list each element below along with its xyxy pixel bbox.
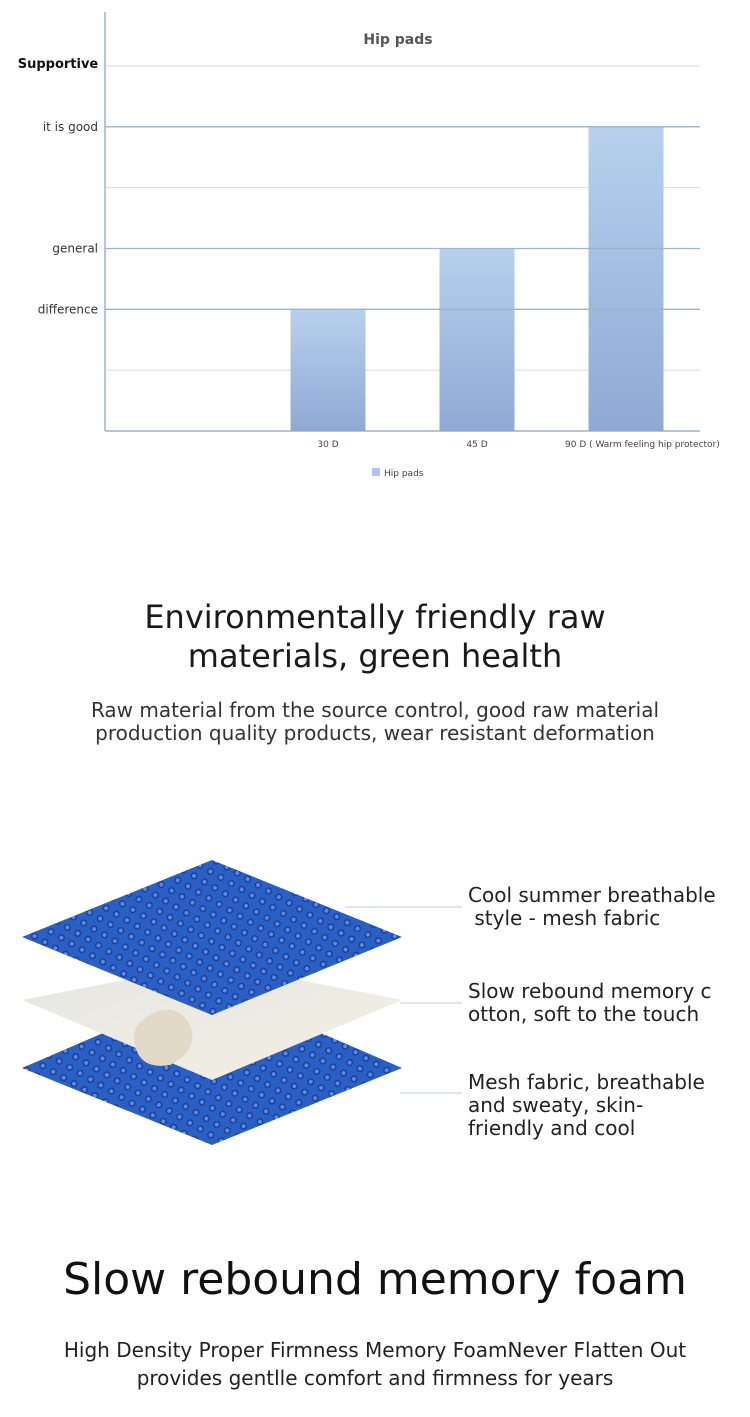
eco-subtitle-line: Raw material from the source control, go… — [90, 698, 660, 722]
eco-title-line: materials, green health — [187, 637, 563, 675]
legend-label: Hip pads — [384, 469, 424, 479]
eco-title-line: Environmentally friendly raw — [144, 598, 606, 636]
legend-swatch — [372, 468, 380, 476]
eco-subtitle-line: production quality products, wear resist… — [95, 721, 655, 745]
layer-label-line: Slow rebound memory c — [468, 979, 712, 1003]
layer-label-mesh-top: Cool summer breathable style - mesh fabr… — [468, 884, 743, 930]
foam-cutout — [134, 1009, 193, 1066]
layer-label-line: and sweaty, skin- — [468, 1093, 644, 1117]
layer-label-line: friendly and cool — [468, 1116, 636, 1140]
top-mesh-layer — [22, 860, 402, 1015]
x-category-label: 30 D — [317, 440, 338, 450]
y-tick-label: it is good — [43, 120, 98, 134]
chart-title: Hip pads — [363, 32, 432, 48]
hip-pads-chart: difference general it is good 30 D 45 D 90 D… — [18, 12, 720, 479]
eco-subtitle: Raw material from the source control, go… — [0, 699, 750, 745]
layer-label-line: style - mesh fabric — [468, 906, 661, 930]
bar — [588, 126, 664, 431]
memory-foam-layer — [22, 963, 402, 1080]
bar — [439, 248, 515, 431]
layer-label-mesh-bottom: Mesh fabric, breathable and sweaty, skin… — [468, 1071, 743, 1140]
y-tick-label: general — [52, 242, 98, 256]
layer-label-foam: Slow rebound memory c otton, soft to the… — [468, 980, 743, 1026]
foam-subtitle: High Density Proper Firmness Memory Foam… — [0, 1336, 750, 1392]
y-tick-label: difference — [38, 302, 98, 316]
foam-title: Slow rebound memory foam — [63, 1254, 687, 1305]
eco-title: Environmentally friendly raw materials, … — [0, 598, 750, 676]
foam-subtitle-line: provides gentlle comfort and firmness fo… — [136, 1366, 614, 1390]
x-category-label: 90 D ( Warm feeling hip protector) — [565, 440, 720, 450]
bar — [290, 309, 366, 431]
foam-subtitle-line: High Density Proper Firmness Memory Foam… — [63, 1338, 687, 1362]
layer-illustration — [22, 860, 462, 1145]
layer-label-line: Cool summer breathable — [468, 883, 716, 907]
layer-label-line: Mesh fabric, breathable — [468, 1070, 705, 1094]
y-axis-label: Supportive — [18, 57, 99, 72]
layer-label-line: otton, soft to the touch — [468, 1002, 700, 1026]
x-category-label: 45 D — [466, 440, 487, 450]
